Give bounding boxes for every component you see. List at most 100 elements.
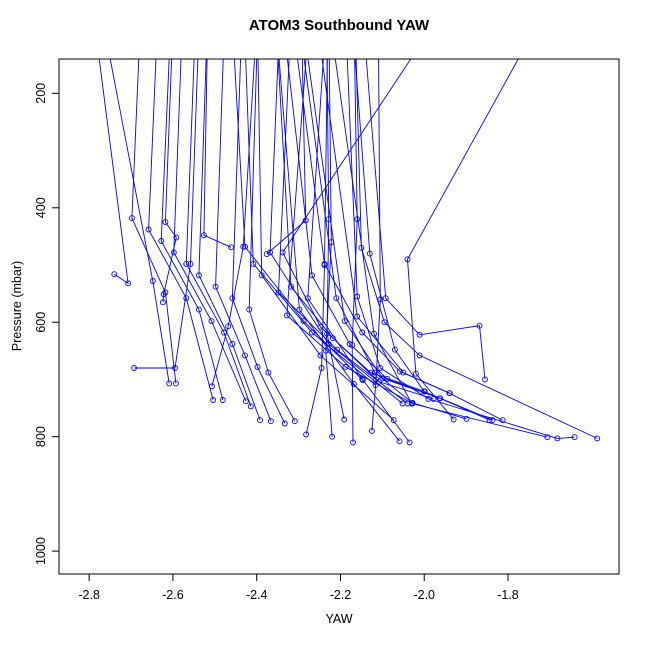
data-point-marker — [149, 278, 156, 284]
profile-line-17 — [257, 59, 394, 421]
profile-line-36 — [98, 59, 129, 285]
data-point-marker — [317, 352, 324, 359]
data-point-marker — [351, 27, 356, 32]
data-point-marker — [242, 398, 249, 405]
data-point-marker — [187, 260, 194, 267]
data-point-marker — [328, 239, 335, 246]
profile-line-34 — [211, 59, 255, 387]
data-point-marker — [255, 27, 260, 32]
profile-line-35 — [162, 59, 177, 303]
data-point-marker — [376, 4, 381, 9]
profile-line-27 — [185, 59, 252, 407]
data-point-marker — [400, 369, 407, 376]
data-point-marker — [594, 435, 601, 442]
data-point-marker — [205, 21, 210, 26]
data-point-marker — [544, 434, 551, 441]
data-point-marker — [554, 435, 561, 442]
data-point-marker — [396, 438, 403, 445]
data-point-marker — [359, 377, 366, 383]
profile-line-21 — [326, 59, 345, 420]
profile-line-15 — [278, 59, 408, 404]
x-tick-label: -1.8 — [497, 588, 519, 602]
data-point-marker — [265, 369, 272, 376]
data-point-marker — [138, 21, 143, 26]
data-point-marker — [104, 38, 109, 43]
y-tick-label: 600 — [34, 312, 48, 333]
data-point-marker — [482, 376, 488, 383]
data-point-marker — [170, 44, 175, 49]
profile-line-40 — [203, 59, 232, 248]
profile-line-19 — [233, 59, 364, 381]
data-point-marker — [351, 8, 356, 13]
profile-line-16 — [269, 59, 403, 404]
data-point-marker — [91, 11, 96, 16]
profile-line-9 — [286, 59, 440, 399]
data-point-marker — [173, 234, 180, 241]
data-point-marker — [206, 0, 211, 4]
data-point-marker — [406, 439, 413, 446]
data-point-marker — [162, 219, 169, 226]
data-point-marker — [304, 295, 311, 302]
data-point-marker — [267, 418, 274, 425]
data-point-marker — [317, 38, 322, 43]
data-point-marker — [571, 434, 578, 441]
data-point-marker — [321, 262, 328, 268]
data-point-marker — [172, 380, 179, 387]
profile-line-22 — [305, 59, 328, 435]
data-point-marker — [486, 417, 493, 424]
profile-line-29 — [160, 59, 224, 401]
data-point-marker — [230, 21, 235, 26]
data-point-marker — [276, 44, 281, 49]
data-point-marker — [382, 295, 389, 302]
data-point-marker — [196, 27, 201, 32]
data-point-marker — [200, 232, 207, 239]
y-tick-label: 800 — [34, 426, 48, 447]
data-point-marker — [257, 417, 263, 424]
profile-line-20 — [351, 59, 358, 443]
profile-line-28 — [173, 59, 247, 402]
x-tick-label: -2.6 — [162, 588, 184, 602]
data-point-marker — [131, 365, 137, 371]
profile-line-26 — [198, 59, 261, 421]
data-point-marker — [349, 342, 356, 349]
data-point-marker — [547, 0, 552, 4]
profile-line-6 — [307, 59, 490, 421]
data-point-marker — [246, 306, 253, 313]
profile-line-23 — [248, 59, 296, 422]
data-point-marker — [377, 365, 384, 371]
profile-line-1 — [355, 59, 598, 439]
data-point-marker — [362, 38, 367, 43]
data-point-marker — [195, 272, 202, 279]
y-tick-label: 200 — [34, 83, 48, 104]
data-point-marker — [391, 346, 398, 353]
profile-line-3 — [334, 59, 548, 438]
data-point-marker — [210, 397, 217, 403]
data-point-marker — [377, 296, 384, 303]
profile-line-7 — [303, 59, 467, 420]
data-point-marker — [263, 251, 270, 258]
y-axis-label: Pressure (mbar) — [10, 260, 24, 352]
data-point-marker — [341, 416, 348, 423]
data-point-marker — [325, 14, 330, 19]
data-point-marker — [183, 295, 190, 302]
profile-line-33 — [134, 59, 199, 369]
data-point-marker — [283, 312, 290, 319]
data-point-marker — [125, 280, 132, 287]
data-point-marker — [499, 417, 506, 424]
data-point-marker — [229, 341, 236, 347]
data-point-marker — [284, 44, 289, 49]
data-point-marker — [291, 418, 298, 425]
data-point-marker — [158, 238, 165, 244]
data-point-marker — [222, 33, 227, 38]
data-point-marker — [219, 397, 226, 403]
data-point-marker — [463, 415, 470, 422]
data-point-marker — [344, 42, 349, 47]
profile-line-24 — [231, 59, 286, 424]
profile-line-42 — [325, 59, 333, 437]
data-point-marker — [254, 363, 261, 370]
profile-line-39 — [371, 59, 381, 431]
data-point-marker — [258, 272, 265, 279]
profile-line-18 — [245, 59, 376, 386]
data-point-marker — [128, 215, 135, 222]
data-point-marker — [289, 15, 294, 20]
